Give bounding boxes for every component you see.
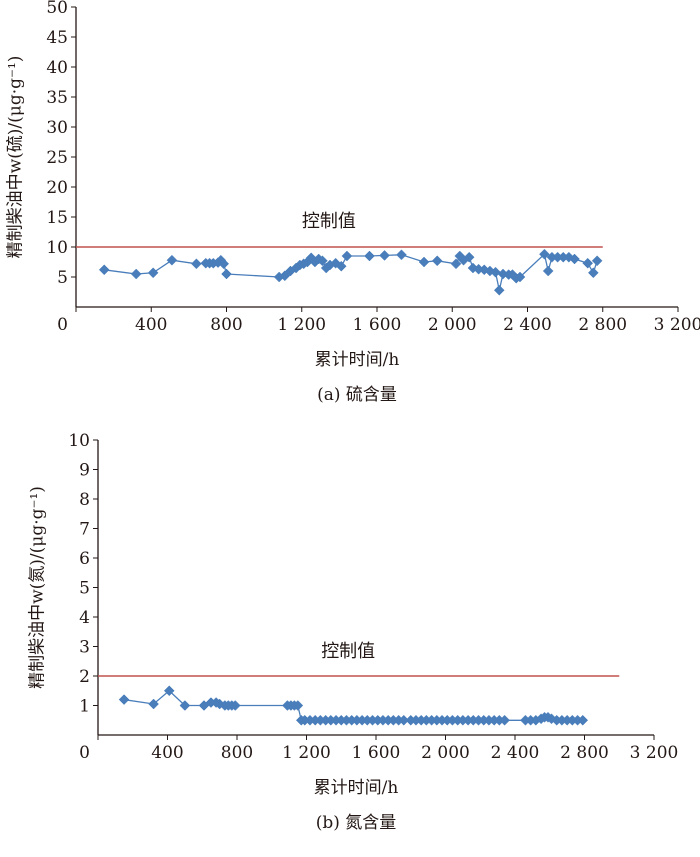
x-tick-label: 3 200 xyxy=(654,315,700,335)
data-point-marker xyxy=(494,285,504,295)
data-point-marker xyxy=(167,255,177,265)
x-tick-label: 2 800 xyxy=(578,315,627,335)
data-point-marker xyxy=(432,256,442,266)
chart-panel-sulfur: 5 10 15 20 25 30 35 40 45 50 0 400 800 1 200 1 600 2 00… xyxy=(6,0,700,405)
x-tick-label: 1 600 xyxy=(352,743,401,763)
data-point-marker xyxy=(131,269,141,279)
origin-label: 0 xyxy=(79,743,90,763)
y-tick-label: 3 xyxy=(79,638,90,658)
origin-label: 0 xyxy=(57,315,68,335)
x-tick-label: 400 xyxy=(151,743,183,763)
x-tick-label: 1 200 xyxy=(282,743,331,763)
x-tick-label: 2 400 xyxy=(491,743,540,763)
x-tick-label: 2 800 xyxy=(560,743,609,763)
y-axis-title: 精制柴油中w(硫)/(μg·g⁻¹) xyxy=(6,56,26,259)
y-tick-label: 5 xyxy=(79,579,90,599)
chart-caption: (a) 硫含量 xyxy=(317,385,397,405)
y-axis-title: 精制柴油中w(氮)/(μg·g⁻¹) xyxy=(28,486,48,689)
series-line xyxy=(104,254,597,290)
y-tick-label: 6 xyxy=(79,549,90,569)
y-tick-label: 4 xyxy=(79,608,90,628)
y-tick-label: 45 xyxy=(46,28,68,48)
data-point-marker xyxy=(342,251,352,261)
y-tick-label: 5 xyxy=(57,268,68,288)
y-tick-label: 20 xyxy=(46,178,68,198)
x-axis-title: 累计时间/h xyxy=(314,778,399,798)
data-point-marker xyxy=(191,259,201,269)
data-point-marker xyxy=(380,250,390,260)
y-tick-label: 15 xyxy=(46,208,68,228)
data-point-marker xyxy=(222,269,232,279)
series-line xyxy=(124,691,583,721)
x-tick-label: 2 000 xyxy=(428,315,477,335)
x-tick-label: 800 xyxy=(210,315,242,335)
y-tick-label: 35 xyxy=(46,88,68,108)
x-axis-title: 累计时间/h xyxy=(315,350,400,370)
y-tick-label: 50 xyxy=(46,0,68,18)
chart-panel-nitrogen: 1 2 3 4 5 6 7 8 9 10 0 400 800 1 200 1 600 2 000 2 400 2 … xyxy=(28,431,679,833)
y-tick-label: 25 xyxy=(46,148,68,168)
data-point-marker xyxy=(99,265,109,275)
x-tick-label: 1 600 xyxy=(353,315,402,335)
x-tick-label: 400 xyxy=(135,315,167,335)
x-tick-label: 2 400 xyxy=(503,315,552,335)
y-tick-label: 10 xyxy=(46,238,68,258)
y-tick-label: 10 xyxy=(68,431,90,451)
x-tick-label: 2 000 xyxy=(421,743,470,763)
x-tick-label: 1 200 xyxy=(277,315,326,335)
control-limit-label: 控制值 xyxy=(321,641,375,662)
y-tick-label: 7 xyxy=(79,520,90,540)
chart-caption: (b) 氮含量 xyxy=(316,813,397,833)
data-point-marker xyxy=(588,268,598,278)
y-tick-label: 1 xyxy=(79,697,90,717)
y-tick-label: 30 xyxy=(46,118,68,138)
y-tick-label: 8 xyxy=(79,490,90,510)
data-point-marker xyxy=(419,257,429,267)
x-tick-label: 800 xyxy=(221,743,253,763)
data-point-marker xyxy=(148,268,158,278)
control-limit-label: 控制值 xyxy=(302,211,356,232)
data-point-marker xyxy=(583,258,593,268)
data-point-marker xyxy=(396,250,406,260)
y-tick-label: 40 xyxy=(46,58,68,78)
data-point-marker xyxy=(592,256,602,266)
y-tick-label: 9 xyxy=(79,461,90,481)
x-tick-label: 3 200 xyxy=(630,743,679,763)
data-point-marker xyxy=(364,251,374,261)
y-tick-label: 2 xyxy=(79,667,90,687)
data-point-marker xyxy=(119,695,129,705)
data-point-marker xyxy=(543,266,553,276)
